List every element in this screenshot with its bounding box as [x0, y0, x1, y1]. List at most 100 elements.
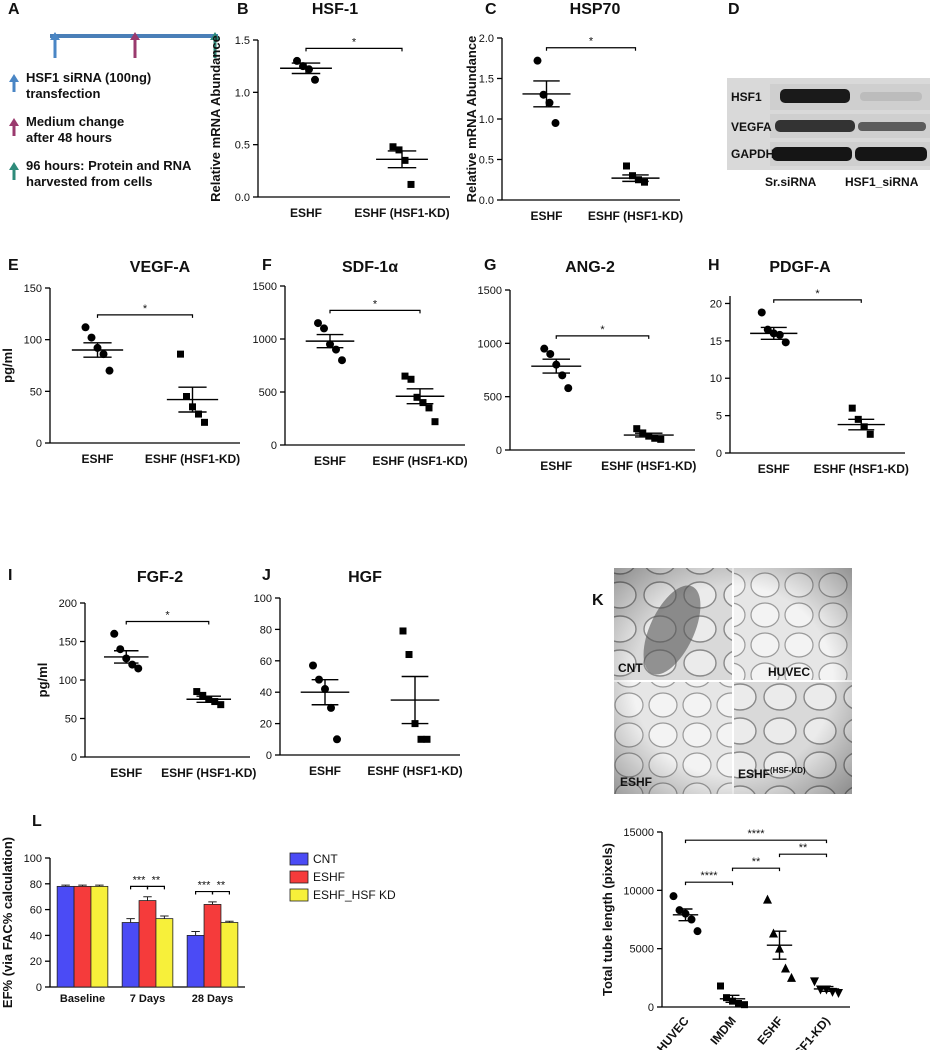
y-axis-label: pg/ml — [0, 348, 15, 383]
y-tick-label: 5 — [716, 411, 722, 423]
error-bar — [772, 930, 787, 960]
x-tick-label: ESHF (HSF1-KD) — [161, 766, 256, 780]
x-tick-label: ESHF (HSF1-KD) — [372, 454, 467, 468]
blot-column-label: Sr.siRNA — [765, 175, 817, 189]
data-point — [413, 393, 421, 401]
error-bar — [635, 432, 663, 438]
image-label: ESHF — [620, 775, 652, 789]
data-point — [860, 423, 868, 431]
data-point — [675, 906, 684, 915]
x-tick-label: HUVEC — [654, 1014, 692, 1050]
error-bar — [311, 678, 339, 706]
data-point — [629, 172, 636, 180]
significance-bracket — [545, 47, 637, 51]
data-point — [551, 119, 560, 128]
data-point — [332, 345, 340, 354]
x-tick-label: ESHF (HSF1-KD) — [588, 209, 683, 223]
panel-letter: I — [8, 567, 12, 584]
significance-bracket — [305, 47, 403, 52]
panel-letter: B — [237, 1, 249, 18]
significance-label: * — [143, 303, 148, 315]
y-tick-label: 0.5 — [235, 140, 250, 152]
y-tick-label: 40 — [30, 930, 42, 942]
data-point — [201, 418, 208, 426]
y-tick-label: 20 — [710, 298, 722, 310]
error-bar — [78, 884, 87, 887]
error-bar — [225, 920, 234, 923]
data-point — [134, 664, 143, 673]
band — [860, 92, 922, 101]
data-point — [177, 350, 184, 358]
x-tick-label: ESHF — [290, 206, 322, 220]
data-point — [293, 56, 301, 65]
data-point — [338, 356, 346, 365]
data-point — [763, 894, 772, 904]
data-point — [417, 735, 425, 743]
blot-row-label: HSF1 — [731, 90, 762, 104]
x-tick-label: Baseline — [60, 993, 105, 1005]
x-tick-label: ESHF — [309, 764, 341, 778]
x-tick-label: ESHF (HSF1-KD) — [814, 462, 909, 476]
chart-title: ANG-2 — [565, 259, 615, 276]
y-tick-label: 20 — [30, 956, 42, 968]
error-bar — [387, 150, 417, 169]
chart-title: VEGF-A — [130, 259, 191, 276]
y-tick-label: 40 — [260, 687, 272, 699]
y-tick-label: 10 — [710, 373, 722, 385]
legend-label: ESHF — [313, 870, 345, 884]
x-tick-label: ESHF — [110, 766, 142, 780]
y-tick-label: 0 — [716, 448, 722, 460]
y-tick-label: 0 — [496, 445, 502, 457]
significance-label: * — [815, 288, 820, 300]
error-bar — [725, 994, 740, 1004]
significance-bracket — [555, 335, 650, 339]
y-tick-label: 1.0 — [235, 87, 250, 99]
step-text: transfection — [26, 86, 100, 101]
arrow-head — [210, 32, 220, 40]
y-tick-label: 1.0 — [479, 114, 494, 126]
data-point — [419, 399, 427, 407]
significance-bracket — [96, 314, 194, 318]
error-bar — [83, 342, 112, 358]
bar — [186, 935, 205, 988]
error-bar — [316, 333, 344, 349]
error-bar — [622, 174, 649, 183]
y-tick-label: 1000 — [478, 338, 502, 350]
panel-letter: K — [592, 592, 604, 609]
y-tick-label: 0 — [71, 752, 77, 764]
error-bar — [848, 418, 875, 431]
arrow-head — [130, 32, 140, 40]
data-point — [775, 330, 784, 339]
significance-bracket — [731, 867, 781, 872]
significance-bracket — [778, 853, 828, 858]
data-point — [723, 994, 730, 1002]
y-tick-label: 80 — [30, 879, 42, 891]
error-bar — [178, 386, 207, 413]
data-point — [405, 651, 413, 659]
x-tick-label: ESHF (HSF1-KD) — [354, 206, 449, 220]
y-tick-label: 0.5 — [479, 155, 494, 167]
bar — [90, 885, 109, 988]
legend-swatch — [289, 870, 309, 884]
x-tick-label: ESHF — [758, 462, 790, 476]
panel-letter: E — [8, 257, 19, 274]
data-point — [540, 344, 549, 353]
x-tick-label: ESHF (HSF1-KD) — [601, 459, 696, 473]
y-tick-label: 0 — [36, 438, 42, 450]
data-point — [309, 661, 317, 670]
x-tick-label: IMDM — [708, 1014, 739, 1048]
panel-letter: F — [262, 257, 272, 274]
data-point — [81, 323, 90, 332]
significance-label: * — [165, 609, 170, 621]
significance-bracket — [684, 839, 828, 844]
chart-title: HSP70 — [570, 1, 621, 18]
data-point — [635, 176, 642, 184]
image-label-base: ESHF — [738, 767, 770, 781]
significance-label: *** — [198, 880, 212, 892]
arrow-head — [50, 32, 60, 40]
x-tick-label: ESHF — [754, 1014, 785, 1048]
error-bar — [533, 80, 560, 108]
significance-bracket — [125, 620, 210, 625]
data-point — [389, 143, 397, 151]
data-point — [217, 701, 225, 709]
